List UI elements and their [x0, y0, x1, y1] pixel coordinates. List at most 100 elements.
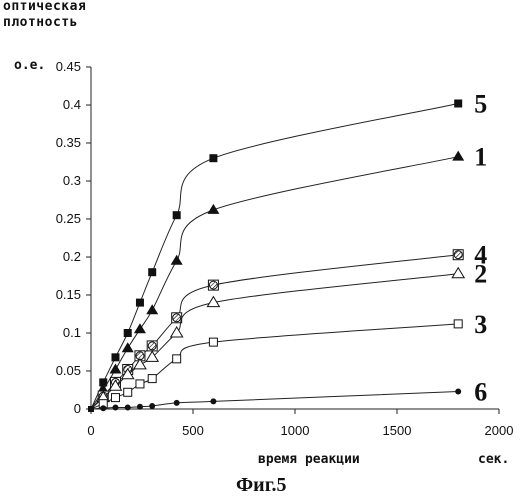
data-point — [125, 404, 131, 410]
marker-shape — [137, 404, 143, 410]
series-3 — [91, 320, 462, 409]
series-4 — [91, 250, 463, 409]
y-tick-label: 0.4 — [63, 97, 81, 112]
marker-shape — [136, 299, 144, 307]
marker-shape — [111, 353, 119, 361]
data-point — [452, 151, 464, 161]
marker-shape — [174, 400, 180, 406]
marker-shape — [454, 251, 462, 259]
y-tick-label: 0.05 — [56, 363, 81, 378]
data-point — [209, 338, 217, 346]
origin-marker — [88, 406, 94, 412]
marker-shape — [209, 338, 217, 346]
data-point — [174, 400, 180, 406]
data-point — [112, 404, 118, 410]
marker-shape — [146, 304, 158, 314]
data-point — [172, 313, 182, 323]
x-tick-label: 1500 — [383, 423, 412, 438]
figure-caption: Фиг.5 — [236, 474, 287, 497]
data-point — [148, 268, 156, 276]
series-label: 1 — [474, 143, 487, 172]
marker-shape — [125, 404, 131, 410]
x-tick-label: 2000 — [485, 423, 514, 438]
data-point — [146, 304, 158, 314]
y-tick-label: 0.1 — [63, 325, 81, 340]
marker-shape — [173, 211, 181, 219]
marker-shape — [122, 342, 134, 352]
series-label: 5 — [474, 89, 487, 118]
marker-shape — [148, 342, 156, 350]
data-point — [149, 403, 155, 409]
data-point — [173, 355, 181, 363]
data-point — [111, 353, 119, 361]
marker-shape — [452, 151, 464, 161]
marker-shape — [455, 389, 461, 395]
series-2 — [91, 268, 464, 409]
x-tick-label: 500 — [182, 423, 204, 438]
marker-shape — [210, 398, 216, 404]
series-line — [91, 255, 458, 409]
data-point — [210, 398, 216, 404]
data-point — [148, 375, 156, 383]
series-line — [91, 157, 458, 409]
series-line — [91, 324, 458, 409]
data-point — [111, 394, 119, 402]
series-1 — [91, 151, 464, 409]
marker-shape — [111, 394, 119, 402]
series-line — [91, 103, 458, 409]
data-point — [124, 329, 132, 337]
marker-shape — [454, 99, 462, 107]
marker-shape — [209, 154, 217, 162]
y-tick-label: 0.25 — [56, 211, 81, 226]
data-point — [137, 404, 143, 410]
marker-shape — [149, 403, 155, 409]
y-tick-label: 0.3 — [63, 173, 81, 188]
marker-shape — [454, 320, 462, 328]
marker-shape — [171, 255, 183, 265]
marker-shape — [171, 327, 183, 337]
x-tick-label: 1000 — [281, 423, 310, 438]
marker-shape — [173, 355, 181, 363]
data-point — [454, 99, 462, 107]
y-tick-label: 0 — [74, 401, 81, 416]
marker-shape — [452, 268, 464, 278]
series-5 — [91, 99, 462, 409]
y-tick-label: 0.35 — [56, 135, 81, 150]
marker-shape — [209, 281, 217, 289]
marker-shape — [136, 380, 144, 388]
marker-shape — [173, 314, 181, 322]
data-point — [171, 327, 183, 337]
series-6 — [91, 389, 461, 412]
data-point — [454, 320, 462, 328]
data-point — [122, 342, 134, 352]
series-label: 3 — [474, 310, 487, 339]
data-point — [136, 380, 144, 388]
series-line — [91, 274, 458, 409]
data-point — [136, 299, 144, 307]
marker-shape — [100, 405, 106, 411]
data-point — [208, 280, 218, 290]
x-axis-unit: сек. — [478, 452, 509, 467]
x-axis-title: время реакции — [258, 452, 360, 467]
data-point — [147, 341, 157, 351]
data-point — [455, 389, 461, 395]
data-point — [134, 323, 146, 333]
data-point — [124, 388, 132, 396]
series-label: 6 — [474, 378, 487, 407]
series-label: 2 — [474, 260, 487, 289]
x-tick-label: 0 — [87, 423, 94, 438]
series-line — [91, 392, 458, 409]
data-point — [453, 250, 463, 260]
data-point — [173, 211, 181, 219]
y-tick-label: 0.2 — [63, 249, 81, 264]
data-point — [171, 255, 183, 265]
y-tick-label: 0.45 — [56, 59, 81, 74]
data-point — [100, 405, 106, 411]
marker-shape — [124, 329, 132, 337]
y-tick-label: 0.15 — [56, 287, 81, 302]
marker-shape — [148, 375, 156, 383]
data-point — [452, 268, 464, 278]
data-point — [209, 154, 217, 162]
marker-shape — [148, 268, 156, 276]
